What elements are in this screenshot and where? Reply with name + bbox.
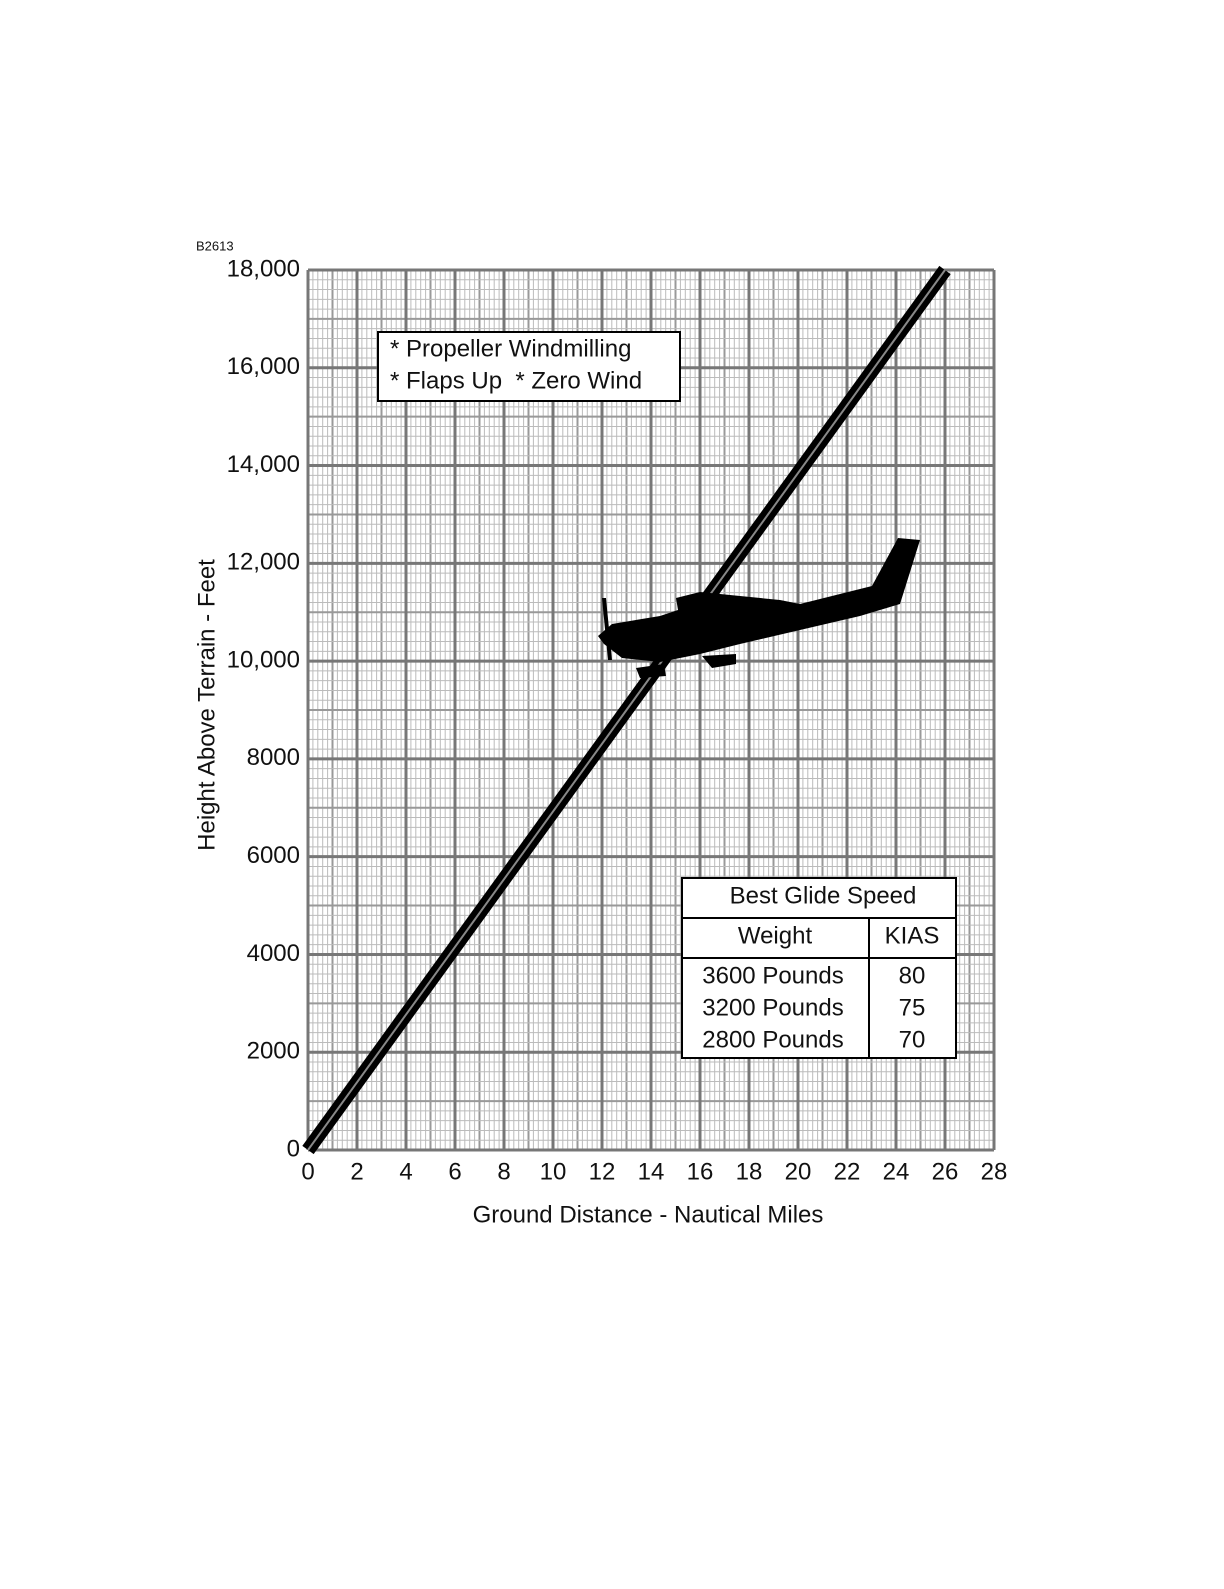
y-tick-label: 10,000 (227, 646, 300, 673)
table-cell: 3600 Pounds (702, 962, 843, 989)
y-tick-label: 0 (287, 1135, 300, 1162)
annotation-box (377, 331, 681, 402)
airplane-silhouette (598, 538, 920, 678)
x-tick-label: 28 (981, 1158, 1008, 1185)
y-tick-label: 16,000 (227, 353, 300, 380)
x-tick-label: 4 (399, 1158, 412, 1185)
x-tick-label: 20 (785, 1158, 812, 1185)
x-tick-label: 18 (736, 1158, 763, 1185)
x-tick-label: 10 (540, 1158, 567, 1185)
table-header: KIAS (885, 922, 940, 949)
table-title: Best Glide Speed (730, 882, 917, 909)
x-tick-label: 6 (448, 1158, 461, 1185)
x-tick-label: 24 (883, 1158, 910, 1185)
table-cell: 3200 Pounds (702, 994, 843, 1021)
table-header: Weight (738, 922, 813, 949)
y-tick-label: 14,000 (227, 451, 300, 478)
figure-id: B2613 (196, 238, 234, 253)
x-tick-label: 12 (589, 1158, 616, 1185)
x-tick-label: 14 (638, 1158, 665, 1185)
table-cell: 2800 Pounds (702, 1026, 843, 1053)
x-tick-label: 26 (932, 1158, 959, 1185)
x-tick-label: 22 (834, 1158, 861, 1185)
x-tick-label: 8 (497, 1158, 510, 1185)
annotation: * Flaps Up * Zero Wind (390, 367, 642, 394)
x-tick-label: 0 (301, 1158, 314, 1185)
annotation: * Propeller Windmilling (390, 335, 631, 362)
table-cell: 80 (899, 962, 926, 989)
table-cell: 70 (899, 1026, 926, 1053)
x-axis-label: Ground Distance - Nautical Miles (473, 1201, 824, 1228)
x-tick-label: 16 (687, 1158, 714, 1185)
y-tick-label: 4000 (247, 940, 300, 967)
y-tick-label: 12,000 (227, 549, 300, 576)
y-tick-label: 8000 (247, 744, 300, 771)
y-tick-label: 2000 (247, 1038, 300, 1065)
y-axis-label: Height Above Terrain - Feet (193, 559, 220, 851)
y-tick-label: 18,000 (227, 255, 300, 282)
glide-line-core (307, 269, 946, 1151)
table-box (681, 877, 957, 1059)
glide-table: Best Glide Speed Weight KIAS 3600 Pounds… (681, 877, 957, 1059)
x-tick-label: 2 (350, 1158, 363, 1185)
table-cell: 75 (899, 994, 926, 1021)
y-tick-label: 6000 (247, 842, 300, 869)
